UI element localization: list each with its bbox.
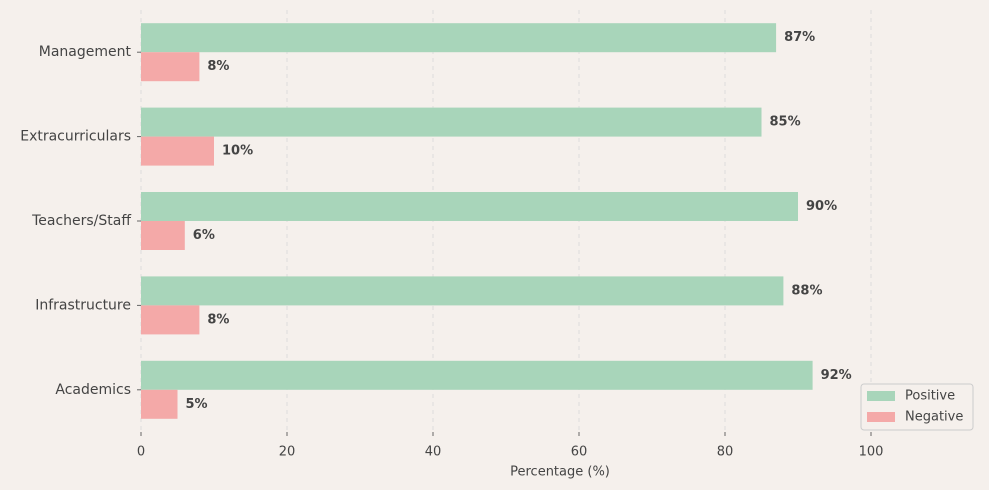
value-label: 10% (222, 144, 253, 159)
bar (141, 276, 784, 306)
value-label: 92% (821, 368, 852, 383)
y-tick-label: Management (39, 44, 132, 60)
bar (141, 192, 798, 221)
bar (141, 360, 813, 390)
value-label: 5% (186, 397, 208, 412)
x-tick-label: 40 (425, 445, 442, 460)
legend-swatch (867, 412, 895, 422)
bar (141, 107, 762, 137)
x-tick-label: 80 (717, 445, 734, 460)
value-label: 8% (207, 59, 229, 74)
y-tick-label: Teachers/Staff (31, 213, 131, 229)
bar (141, 136, 214, 166)
x-tick-label: 60 (571, 445, 588, 460)
legend-label: Positive (905, 389, 955, 404)
legend-label: Negative (905, 410, 963, 425)
value-label: 8% (207, 312, 229, 327)
bar (141, 52, 200, 82)
x-tick-label: 0 (137, 445, 145, 460)
bar (141, 23, 777, 53)
bar (141, 305, 200, 335)
y-tick-label: Academics (55, 382, 131, 398)
legend: Positive Negative (860, 383, 974, 431)
x-tick-label: 20 (279, 445, 296, 460)
y-tick-label: Infrastructure (35, 297, 131, 313)
value-label: 85% (770, 115, 801, 130)
bar (141, 389, 178, 419)
y-tick-label: Extracurriculars (20, 129, 131, 145)
x-tick-label: 100 (859, 445, 884, 460)
x-axis-label: Percentage (%) (510, 465, 610, 480)
legend-swatch (867, 391, 895, 401)
value-label: 88% (791, 283, 822, 298)
bar (141, 221, 185, 250)
value-label: 6% (193, 228, 215, 243)
value-label: 90% (806, 199, 837, 214)
value-label: 87% (784, 30, 815, 45)
